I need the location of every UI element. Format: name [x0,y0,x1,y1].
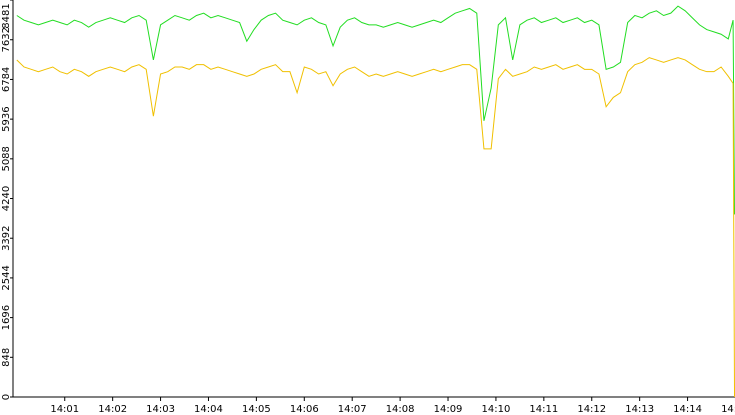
y-tick-label: 0 [1,394,12,400]
x-tick-label: 14:01 [50,404,79,415]
y-tick-label: 7632 [1,27,12,52]
y-tick-label: 5936 [1,106,12,131]
x-tick-label: 14:04 [194,404,223,415]
x-tick-label: 14:05 [242,404,271,415]
x-tick-label: 14:15 [721,404,735,415]
x-tick-label: 14:10 [482,404,511,415]
y-tick-label: 8481 [1,3,12,28]
x-tick-label: 14:03 [146,404,175,415]
y-tick-label: 1696 [1,305,12,330]
x-tick-label: 14:08 [386,404,415,415]
x-tick-label: 14:09 [434,404,463,415]
x-tick-label: 14:13 [625,404,654,415]
y-tick-label: 2544 [1,265,12,290]
y-tick-label: 5088 [1,146,12,171]
y-tick-label: 848 [1,348,12,367]
x-tick-label: 14:11 [529,404,558,415]
x-tick-label: 14:06 [290,404,319,415]
y-tick-label: 4240 [1,186,12,211]
series-line [16,5,735,215]
x-tick-label: 14:07 [338,404,367,415]
series-line [16,57,735,398]
y-tick-label: 6784 [1,67,12,92]
x-tick-label: 14:12 [577,404,606,415]
y-tick-label: 3392 [1,225,12,250]
x-tick-label: 14:14 [673,404,702,415]
x-tick-label: 14:02 [98,404,127,415]
